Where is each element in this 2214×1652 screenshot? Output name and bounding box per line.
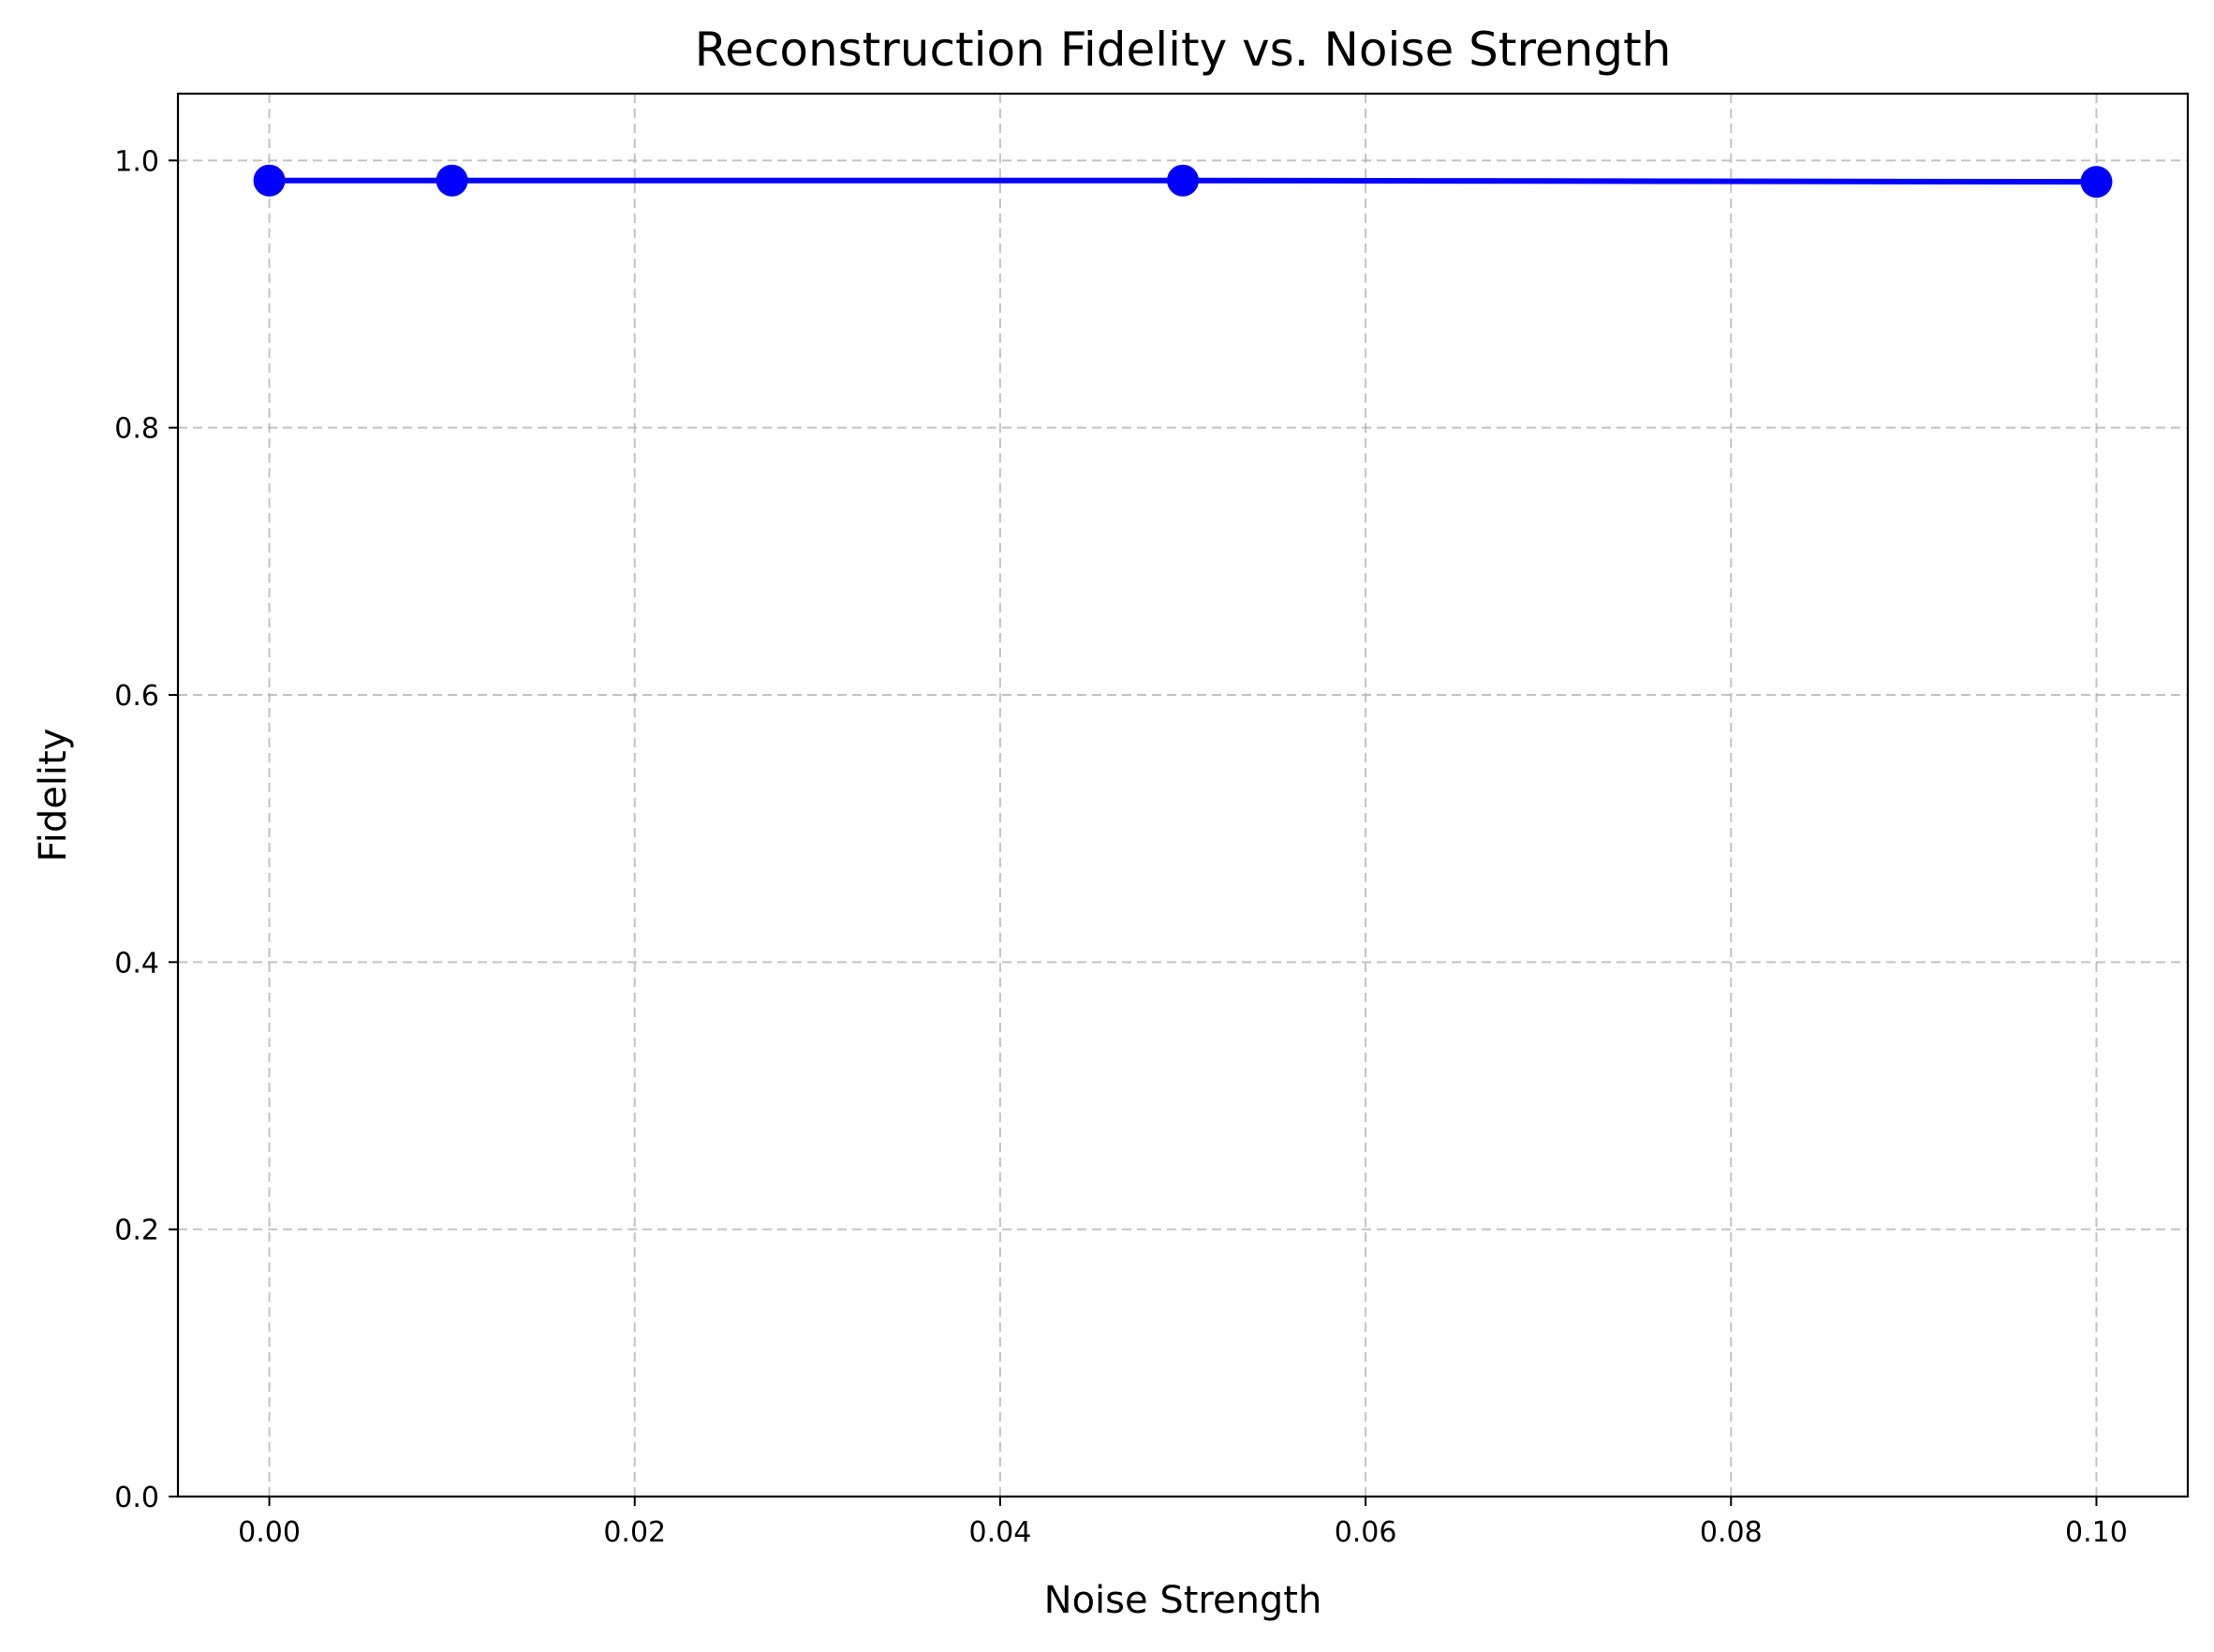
data-point	[1167, 164, 1199, 197]
y-axis-label: Fidelity	[32, 729, 75, 863]
y-tick-label: 0.0	[114, 1482, 159, 1514]
y-tick-label: 1.0	[114, 145, 159, 178]
series-line	[269, 177, 2097, 185]
x-tick-label: 0.10	[2065, 1516, 2128, 1549]
chart-title: Reconstruction Fidelity vs. Noise Streng…	[695, 22, 1672, 77]
x-tick-label: 0.02	[603, 1516, 666, 1549]
y-tick-label: 0.6	[114, 680, 159, 713]
x-axis-label: Noise Strength	[1044, 1579, 1322, 1622]
y-tick-label: 0.2	[114, 1215, 159, 1247]
plot-frame	[176, 92, 2190, 1498]
x-tick-label: 0.06	[1335, 1516, 1397, 1549]
series-layer	[253, 164, 2113, 199]
data-point	[2080, 166, 2113, 199]
x-tick-label: 0.08	[1700, 1516, 1763, 1549]
data-point	[435, 164, 468, 197]
x-tick-label: 0.04	[969, 1516, 1032, 1549]
x-tick-label: 0.00	[238, 1516, 301, 1549]
y-tick-label: 0.4	[114, 947, 159, 980]
y-tick-label: 0.8	[114, 413, 159, 446]
ticks: 0.00 0.02 0.04 0.06 0.08 0.10 0.0 0.2 0.4 0.6 0.8 1…	[114, 145, 2128, 1549]
data-point	[253, 164, 286, 197]
